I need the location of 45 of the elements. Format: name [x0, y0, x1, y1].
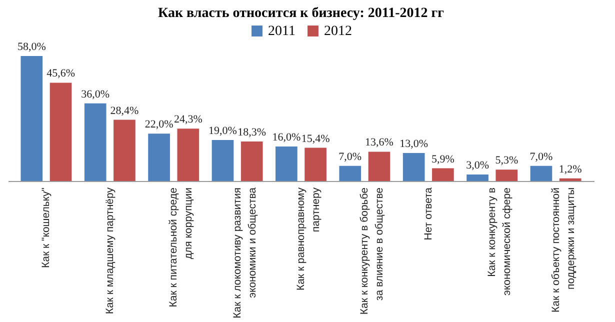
data-label: 16,0% — [272, 132, 301, 144]
bar — [466, 174, 488, 181]
data-label: 15,4% — [301, 132, 330, 145]
bar — [304, 148, 326, 181]
x-tick-label: Как к питательной среде для коррупции — [168, 187, 195, 308]
bar — [212, 140, 234, 181]
bar — [177, 128, 200, 181]
data-label: 45,6% — [46, 68, 75, 80]
data-label: 22,0% — [144, 118, 174, 131]
x-tick-label: Нет ответа — [422, 187, 434, 240]
data-label: 19,0% — [208, 125, 237, 138]
data-label: 7,0% — [338, 150, 362, 163]
x-tick-label: Как к младшему партнёру — [104, 186, 116, 314]
data-label: 7,0% — [530, 150, 553, 163]
data-label: 58,0% — [17, 41, 46, 53]
bar — [114, 120, 136, 181]
bar — [432, 168, 454, 181]
bar — [530, 166, 552, 181]
data-label: 5,9% — [431, 153, 454, 166]
legend-label: 2012 — [324, 24, 352, 39]
bar — [50, 82, 72, 181]
x-tick-label: Как к равноправному партнеру — [295, 186, 322, 291]
data-label: 1,2% — [558, 163, 582, 176]
bar — [276, 146, 298, 181]
bar — [496, 170, 518, 181]
x-tick-label: Как к конкуренту в экономической сфере — [486, 187, 514, 296]
data-label: 5,3% — [495, 154, 518, 167]
bar — [368, 152, 390, 181]
data-label: 13,6% — [365, 136, 394, 149]
data-label: 18,3% — [238, 126, 266, 139]
data-label: 13,0% — [400, 138, 428, 150]
bar — [240, 142, 263, 181]
data-label: 36,0% — [81, 88, 110, 100]
x-tick-label: Как к "кошельку" — [40, 187, 52, 268]
legend-label: 2011 — [268, 24, 296, 39]
bar — [148, 134, 170, 181]
bar — [559, 178, 582, 181]
bar — [402, 152, 425, 181]
bar — [84, 103, 106, 181]
data-label: 28,4% — [110, 104, 139, 117]
data-label: 24,3% — [174, 114, 202, 126]
bar — [339, 166, 362, 181]
data-label: 3,0% — [466, 160, 489, 172]
bar — [20, 56, 43, 181]
chart-title: Как власть относится к бизнесу: 2011-2012 гг — [158, 6, 444, 21]
